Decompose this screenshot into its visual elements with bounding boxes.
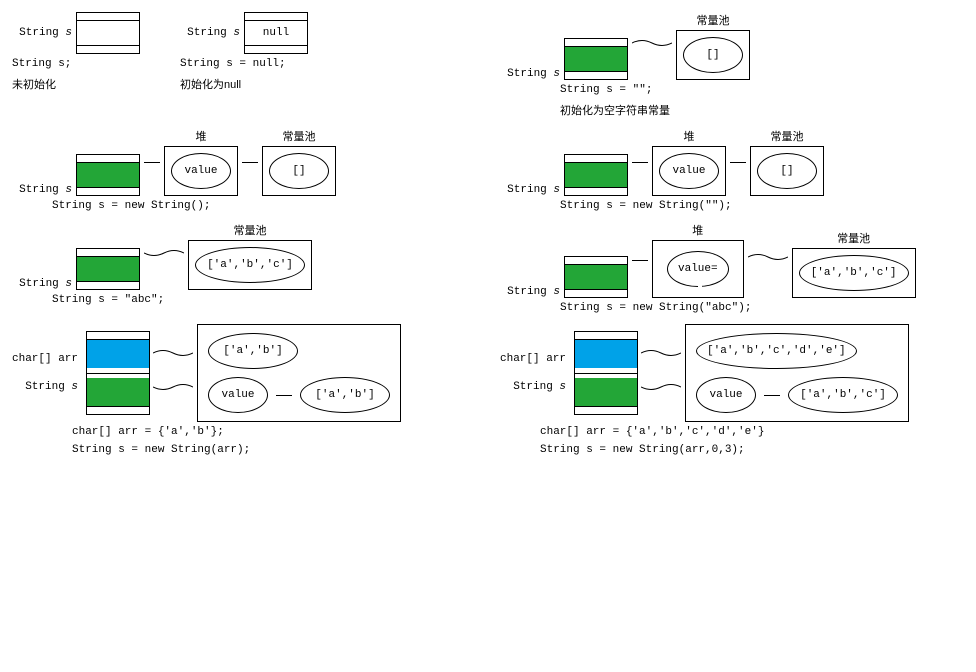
cell-4r: char[] arr String s ['a','b','c','d', [500,324,964,456]
connector [153,352,193,360]
cell-3r: String s 堆 value= 常量池 ['a','b','c [500,222,964,314]
label-string-s: String s [500,68,560,80]
ellipse-abc: ['a','b','c'] [788,377,898,413]
stackbox-green [76,154,140,196]
code-caption: String s = new String(arr,0,3); [540,444,964,456]
stackbox-tall [86,331,150,415]
code-caption: String s = new String("abc"); [560,302,964,314]
heap-container: ['a','b','c','d','e'] value ['a','b','c'… [685,324,909,422]
stackbox-green [76,248,140,290]
stackbox-green [564,38,628,80]
ellipse-empty: [] [683,37,743,73]
heap-container: ['a','b'] value ['a','b'] [197,324,401,422]
heap-box: 堆 value= [652,222,744,298]
heap-title: 堆 [684,128,695,144]
cell-2r: String s 堆 value 常量池 [] String s [500,128,964,212]
heap-box: 堆 value [652,128,726,196]
text-caption: 初始化为空字符串常量 [560,102,964,118]
stackbox-green [564,154,628,196]
connector [632,162,648,163]
label-string-s: String s [500,184,560,196]
ellipse-empty: [] [757,153,817,189]
label-chararr: char[] arr [500,353,566,365]
label-string-s: String s [180,27,240,39]
connector [632,260,648,261]
code-caption: String s = ""; [560,84,964,96]
label-string-s: String s [25,381,78,393]
label-string-s: String s [513,381,566,393]
null-text: null [245,21,307,45]
label-string-s: String s [500,286,560,298]
constpool-box: 常量池 ['a','b','c'] [792,230,916,298]
box-uninit: String s String s; 未初始化 [12,12,140,92]
label-chararr: char[] arr [12,353,78,365]
ellipse-ab: ['a','b'] [208,333,298,369]
stackbox-null: null [244,12,308,54]
cell-1r: String s 常量池 [] String s = ""; 初始化为空字符串常… [500,12,964,118]
constpool-title: 常量池 [771,128,804,144]
connector [641,386,681,394]
row1-left: String s String s; 未初始化 String s null St… [12,12,476,92]
stackbox-green [564,256,628,298]
connector [242,162,258,163]
connector [144,252,184,260]
ellipse-valueeq: value= [667,251,729,287]
code-caption: String s = new String(); [52,200,476,212]
heap-title: 堆 [692,222,703,238]
constpool-title: 常量池 [837,230,870,246]
code-caption: String s = new String(""); [560,200,964,212]
ellipse-abc: ['a','b','c'] [195,247,305,283]
code-caption: String s; [12,58,140,70]
constpool-title: 常量池 [283,128,316,144]
stackbox-tall [574,331,638,415]
code-caption: String s = "abc"; [52,294,476,306]
constpool-title: 常量池 [697,12,730,28]
heap-box: 堆 value [164,128,238,196]
cell-4l: char[] arr String s ['a','b'] [12,324,476,456]
heap-title: 堆 [196,128,207,144]
stackbox-empty [76,12,140,54]
connector [764,395,780,396]
code-caption: String s = null; [180,58,308,70]
connector [153,386,193,394]
connector [276,395,292,396]
ellipse-value: value [659,153,719,189]
ellipse-empty: [] [269,153,329,189]
constpool-box: 常量池 [] [750,128,824,196]
code-caption: char[] arr = {'a','b'}; [72,426,476,438]
cell-2l: String s 堆 value 常量池 [] String s [12,128,476,212]
box-null: String s null String s = null; 初始化为null [180,12,308,92]
ellipse-ab2: ['a','b'] [300,377,390,413]
text-caption: 初始化为null [180,76,308,92]
constpool-box: 常量池 [] [262,128,336,196]
diagram-grid: String s String s; 未初始化 String s null St… [12,12,964,456]
code-caption: String s = new String(arr); [72,444,476,456]
connector [641,352,681,360]
constpool-title: 常量池 [234,222,267,238]
ellipse-value: value [171,153,231,189]
constpool-box: 常量池 ['a','b','c'] [188,222,312,290]
connector [632,42,672,50]
cell-3l: String s 常量池 ['a','b','c'] String s = "a… [12,222,476,314]
connector [748,256,788,264]
connector [144,162,160,163]
ellipse-value: value [208,377,268,413]
text-caption: 未初始化 [12,76,140,92]
cell-1l: String s String s; 未初始化 String s null St… [12,12,476,118]
label-string-s: String s [12,27,72,39]
connector [730,162,746,163]
ellipse-abcde: ['a','b','c','d','e'] [696,333,857,369]
code-caption: char[] arr = {'a','b','c','d','e'} [540,426,964,438]
ellipse-value: value [696,377,756,413]
label-string-s: String s [12,278,72,290]
label-string-s: String s [12,184,72,196]
ellipse-abc: ['a','b','c'] [799,255,909,291]
constpool-box: 常量池 [] [676,12,750,80]
